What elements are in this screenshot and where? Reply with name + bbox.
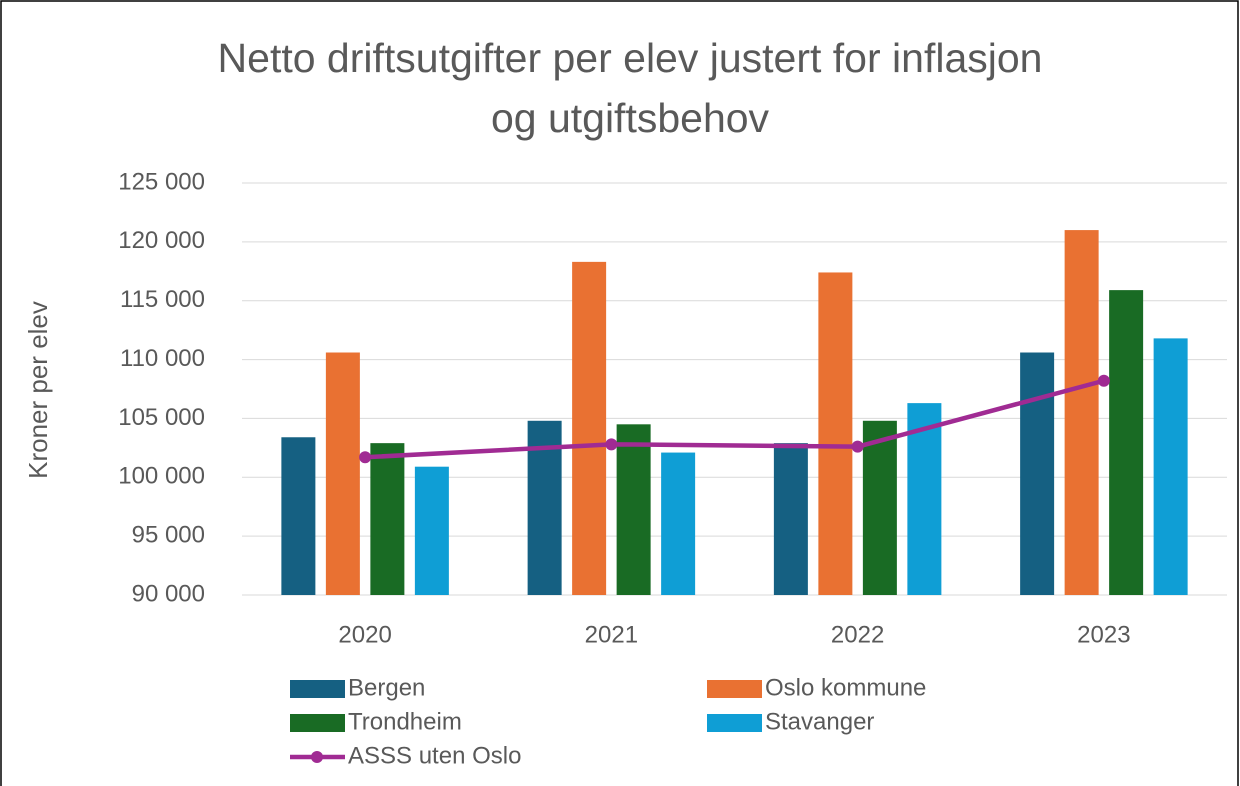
x-tick-label: 2022 [831, 621, 884, 648]
legend-swatch [707, 714, 762, 732]
y-tick-label: 100 000 [118, 463, 205, 490]
bar [616, 424, 651, 595]
bar [414, 466, 449, 595]
bar [661, 452, 696, 595]
bar [1020, 352, 1055, 595]
y-tick-label: 120 000 [118, 227, 205, 254]
line [365, 378, 1105, 460]
bar [818, 272, 853, 595]
legend-label: Stavanger [765, 708, 874, 735]
y-tick-label: 115 000 [120, 286, 205, 313]
bar [773, 443, 808, 595]
bar [862, 420, 897, 595]
legend-label: Bergen [348, 674, 425, 701]
y-tick-label: 105 000 [118, 404, 205, 431]
x-tick-label: 2021 [585, 621, 638, 648]
legend-swatch [707, 680, 762, 698]
y-axis-label: Kroner per elev [23, 301, 53, 479]
x-tick-label: 2023 [1077, 621, 1130, 648]
y-tick-label: 90 000 [132, 580, 205, 607]
chart-title: Netto driftsutgifter per elev justert fo… [217, 35, 1043, 141]
bar [1064, 230, 1099, 596]
bar [1109, 290, 1144, 595]
legend-marker [311, 751, 323, 763]
y-tick-label: 125 000 [118, 168, 205, 195]
legend-label: ASSS uten Oslo [348, 742, 521, 769]
bar [1153, 338, 1188, 595]
line-marker [1097, 374, 1110, 387]
line-marker [359, 451, 372, 464]
legend-swatch [290, 680, 345, 698]
y-tick-label: 95 000 [132, 521, 205, 548]
bar [281, 437, 316, 595]
legend-label: Trondheim [348, 708, 462, 735]
legend-swatch [290, 714, 345, 732]
line-marker [605, 438, 618, 451]
bar [907, 403, 942, 595]
bar [325, 352, 360, 595]
legend-label: Oslo kommune [765, 674, 926, 701]
y-tick-label: 110 000 [120, 345, 205, 372]
bar [370, 443, 405, 595]
bar [572, 261, 607, 595]
x-tick-label: 2020 [338, 621, 391, 648]
line-marker [851, 440, 864, 453]
